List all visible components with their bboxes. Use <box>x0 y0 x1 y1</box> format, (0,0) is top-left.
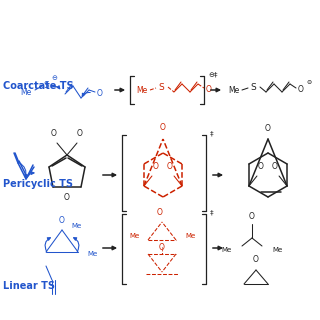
Text: O: O <box>64 193 70 202</box>
Text: Me: Me <box>71 223 81 229</box>
Text: Coarctate TS: Coarctate TS <box>3 81 74 92</box>
Text: ⊖‡: ⊖‡ <box>208 71 218 77</box>
Text: Me: Me <box>272 247 282 253</box>
Text: O: O <box>160 123 166 132</box>
Text: ‡: ‡ <box>210 209 214 215</box>
Text: O: O <box>253 255 259 265</box>
Text: Me: Me <box>222 247 232 253</box>
Text: O: O <box>157 207 163 217</box>
Text: O: O <box>298 84 304 93</box>
Text: Pericyclic TS: Pericyclic TS <box>3 179 73 189</box>
Text: Me: Me <box>20 87 31 97</box>
Text: O: O <box>249 212 255 220</box>
Text: O: O <box>51 129 57 138</box>
Text: O: O <box>258 162 264 171</box>
Text: O: O <box>167 162 173 171</box>
Text: Linear TS: Linear TS <box>3 281 55 292</box>
Text: Me: Me <box>129 233 139 239</box>
Text: S: S <box>158 83 164 92</box>
Text: O: O <box>272 162 278 171</box>
Text: S: S <box>250 83 256 92</box>
Text: O: O <box>153 162 159 171</box>
Text: O: O <box>77 129 83 138</box>
Text: ⊖: ⊖ <box>306 79 312 84</box>
Text: O: O <box>265 124 271 132</box>
Text: O: O <box>97 89 103 98</box>
Text: ‡: ‡ <box>210 130 214 136</box>
Text: Me: Me <box>185 233 195 239</box>
Text: S: S <box>43 81 49 90</box>
Text: O: O <box>59 215 65 225</box>
Text: O: O <box>159 243 165 252</box>
Text: Me: Me <box>136 85 147 94</box>
Text: Me: Me <box>87 251 97 257</box>
Text: ⊖: ⊖ <box>51 75 57 81</box>
Text: O: O <box>206 84 212 93</box>
Text: Me: Me <box>228 85 239 94</box>
